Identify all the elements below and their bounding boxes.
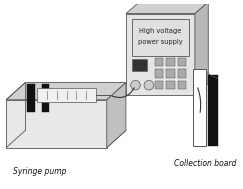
- Polygon shape: [107, 83, 126, 148]
- Bar: [27, 84, 35, 112]
- Bar: [178, 81, 186, 89]
- Bar: [37, 88, 96, 102]
- Text: High voltage: High voltage: [139, 28, 182, 34]
- Bar: [178, 57, 186, 66]
- Polygon shape: [126, 14, 195, 95]
- Circle shape: [144, 81, 154, 90]
- Text: Syringe pump: Syringe pump: [13, 167, 66, 176]
- Bar: [193, 69, 206, 146]
- Bar: [208, 75, 218, 146]
- Text: Collection board: Collection board: [174, 159, 237, 168]
- Bar: [155, 57, 163, 66]
- Bar: [155, 69, 163, 78]
- Bar: [166, 81, 175, 89]
- Bar: [178, 69, 186, 78]
- Polygon shape: [195, 2, 208, 95]
- Bar: [42, 84, 49, 112]
- Bar: [132, 59, 147, 71]
- Text: power supply: power supply: [138, 39, 183, 45]
- Circle shape: [131, 81, 140, 90]
- Polygon shape: [6, 83, 126, 100]
- Polygon shape: [126, 2, 208, 14]
- Bar: [166, 69, 175, 78]
- Polygon shape: [6, 100, 107, 148]
- Polygon shape: [6, 130, 126, 148]
- Bar: [166, 57, 175, 66]
- Bar: [132, 19, 189, 56]
- Bar: [155, 81, 163, 89]
